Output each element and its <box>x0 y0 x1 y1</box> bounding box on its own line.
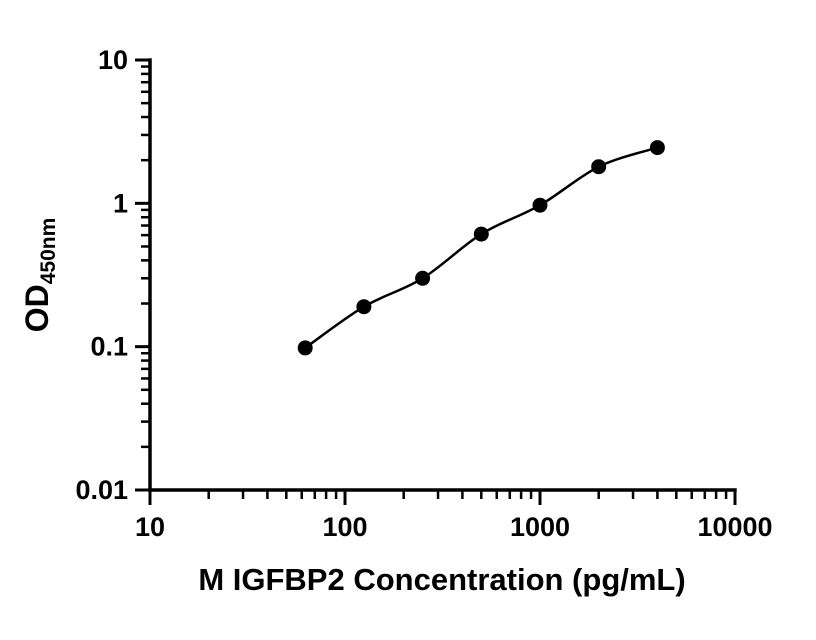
data-point <box>415 270 431 286</box>
x-tick-label: 10 <box>135 512 165 542</box>
data-point <box>532 197 548 213</box>
y-tick-label: 0.1 <box>90 332 128 362</box>
y-axis-title-subscript: 450nm <box>37 218 60 285</box>
ticks-layer: 10 100 1000 10000 0.01 0.1 1 10 <box>75 45 772 542</box>
data-point <box>591 159 607 175</box>
y-axis-title-main: OD <box>19 284 55 332</box>
data-point <box>649 140 665 156</box>
fit-curve <box>304 146 658 349</box>
series-layer <box>297 140 665 356</box>
x-tick-label: 10000 <box>697 512 772 542</box>
x-tick-label: 100 <box>322 512 367 542</box>
y-axis-title: OD450nm <box>19 218 60 333</box>
data-point <box>473 226 489 242</box>
y-tick-label: 10 <box>98 45 128 75</box>
y-tick-label: 0.01 <box>75 475 128 505</box>
data-point <box>297 340 313 356</box>
x-axis-title: M IGFBP2 Concentration (pg/mL) <box>198 562 685 597</box>
data-point <box>356 299 372 315</box>
axes-layer <box>148 58 737 492</box>
y-tick-label: 1 <box>113 188 128 218</box>
x-tick-label: 1000 <box>510 512 570 542</box>
